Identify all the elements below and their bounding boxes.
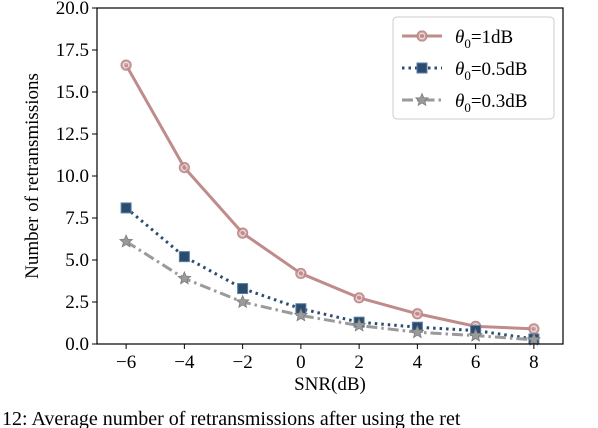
legend-subscript: 0 — [464, 100, 471, 115]
point-marker — [416, 62, 428, 74]
y-tick-label: 2.5 — [65, 292, 89, 313]
series-line — [125, 240, 534, 342]
point-marker-ring — [414, 310, 421, 317]
figure-caption: 12: Average number of retransmissions af… — [2, 408, 461, 428]
point-marker — [118, 233, 134, 248]
y-axis: 0.0 2.5 5.0 7.5 10.0 12.5 15.0 17.5 20.0 — [56, 0, 97, 355]
point-marker — [295, 267, 307, 280]
x-axis: −6 −4 −2 0 2 4 6 8 — [116, 344, 539, 373]
point-marker-ring — [530, 325, 538, 333]
series-1 — [120, 59, 540, 335]
y-tick-label: 0.0 — [65, 334, 89, 355]
y-tick-label: 17.5 — [56, 40, 89, 61]
x-tick-label: −2 — [233, 352, 253, 373]
point-marker — [293, 307, 309, 322]
point-marker-ring — [181, 164, 188, 171]
legend-entry: θ0=0.5dB — [402, 59, 527, 83]
series-3 — [118, 233, 542, 346]
x-tick-label: −6 — [116, 352, 136, 373]
point-marker-ring — [122, 61, 130, 69]
point-marker — [120, 59, 132, 71]
x-tick-label: 0 — [296, 352, 306, 373]
point-marker — [526, 332, 542, 346]
point-marker — [178, 251, 190, 263]
legend-value: =0.5dB — [471, 59, 528, 80]
legend-box — [392, 16, 555, 120]
y-tick-label: 20.0 — [56, 0, 89, 19]
point-marker — [351, 317, 367, 332]
series-line — [125, 206, 535, 341]
point-marker — [410, 324, 425, 339]
legend-symbol: θ — [455, 91, 464, 112]
x-tick-label: 8 — [529, 352, 539, 373]
point-marker — [237, 283, 249, 295]
series-layer — [118, 59, 542, 346]
point-marker — [178, 162, 190, 174]
y-tick-label: 12.5 — [56, 124, 89, 145]
legend-symbol: θ — [455, 27, 464, 48]
x-tick-label: −4 — [174, 352, 195, 373]
point-marker — [414, 92, 430, 107]
point-marker-ring — [418, 32, 426, 40]
point-marker — [237, 227, 249, 239]
y-tick-label: 5.0 — [65, 250, 89, 271]
point-marker-ring — [297, 270, 305, 277]
y-axis-label: Number of retransmissions — [22, 73, 43, 279]
y-tick-label: 15.0 — [56, 82, 89, 103]
x-tick-label: 6 — [471, 352, 481, 373]
series-line — [124, 64, 534, 331]
x-tick-label: 4 — [413, 352, 423, 373]
legend-entry: θ0=0.3dB — [402, 91, 527, 115]
legend-label: θ0=0.5dB — [455, 59, 527, 83]
legend-subscript: 0 — [464, 68, 471, 83]
point-marker — [468, 328, 483, 342]
point-marker — [235, 294, 250, 309]
legend-label: θ0=0.3dB — [455, 91, 527, 115]
point-marker-ring — [355, 294, 363, 301]
point-marker-ring — [239, 229, 246, 237]
x-axis-label: SNR(dB) — [294, 374, 366, 395]
y-tick-label: 10.0 — [56, 166, 89, 187]
legend-label: θ0=1dB — [455, 27, 513, 51]
point-marker — [411, 308, 423, 320]
y-tick-label: 7.5 — [65, 208, 89, 229]
point-marker — [177, 270, 192, 285]
legend-subscript: 0 — [464, 36, 471, 51]
point-marker — [353, 292, 365, 304]
x-tick-label: 2 — [354, 352, 364, 373]
point-marker — [120, 202, 132, 214]
point-marker — [416, 30, 428, 42]
legend-entry: θ0=1dB — [402, 27, 513, 51]
legend-value: =1dB — [471, 27, 513, 48]
legend-value: =0.3dB — [471, 91, 528, 112]
legend-symbol: θ — [455, 59, 464, 80]
